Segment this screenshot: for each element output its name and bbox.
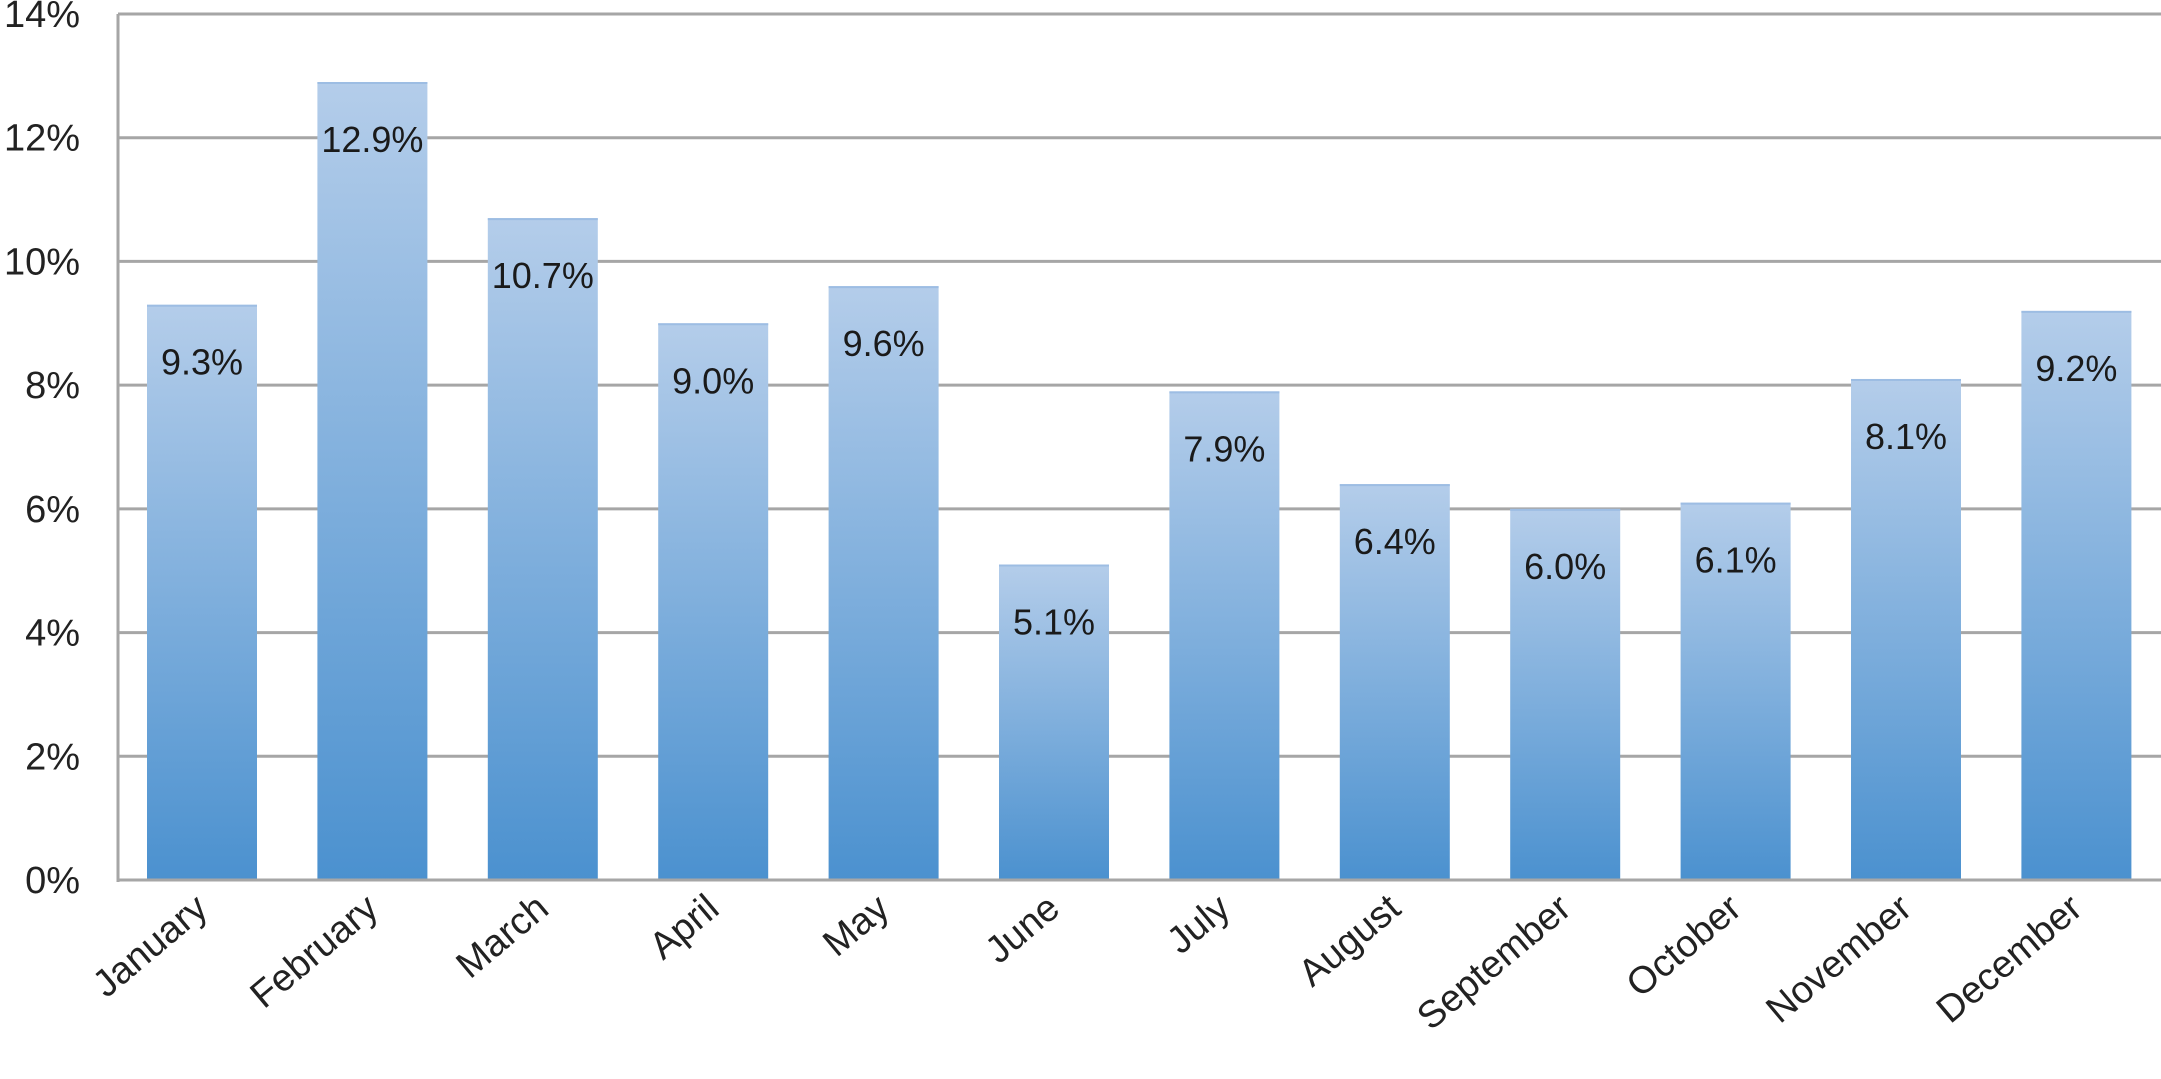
x-axis-categories: January February March April May June July Augu… <box>85 886 2090 1038</box>
bar-january <box>147 304 257 880</box>
gridlines <box>118 12 2161 758</box>
y-tick-label: 6% <box>25 489 80 531</box>
bar-february <box>317 82 428 881</box>
y-tick-label: 4% <box>25 613 80 655</box>
y-tick-label: 12% <box>4 118 80 160</box>
bar-july <box>1169 391 1280 880</box>
data-label: 6.1% <box>1695 540 1777 581</box>
bar-march <box>487 218 598 881</box>
bar-may <box>828 286 939 881</box>
y-tick-label: 2% <box>25 736 80 778</box>
data-label: 12.9% <box>321 119 423 160</box>
data-label: 7.9% <box>1183 428 1265 469</box>
x-tick-label: May <box>815 887 897 965</box>
x-tick-label: July <box>1159 887 1238 963</box>
data-labels: 9.3% 12.9% 10.7% 9.0% 9.6% 5.1% 7.9% 6.4% 6.0% 6.… <box>161 119 2117 642</box>
x-tick-label: September <box>1410 887 1580 1039</box>
x-tick-label: October <box>1619 886 1750 1005</box>
x-tick-label: June <box>978 887 1068 972</box>
data-label: 6.0% <box>1524 546 1606 587</box>
y-tick-label: 10% <box>4 241 80 283</box>
bars <box>147 82 2132 881</box>
y-tick-label: 0% <box>25 860 80 902</box>
x-tick-label: February <box>243 887 386 1017</box>
bar-august <box>1339 484 1450 880</box>
data-label: 8.1% <box>1865 416 1947 457</box>
data-label: 9.0% <box>672 360 754 401</box>
bar-december <box>2021 310 2132 880</box>
x-tick-label: March <box>449 887 557 987</box>
y-tick-label: 8% <box>25 365 80 407</box>
bar-june <box>999 564 1109 880</box>
axes <box>116 14 2161 882</box>
x-tick-label: April <box>642 887 727 968</box>
data-label: 9.6% <box>843 323 925 364</box>
bar-october <box>1680 502 1791 880</box>
bar-november <box>1851 378 1961 880</box>
x-tick-label: August <box>1291 886 1409 995</box>
data-label: 10.7% <box>492 255 594 296</box>
x-tick-label: December <box>1929 887 2091 1032</box>
bar-april <box>658 323 769 880</box>
data-label: 9.2% <box>2035 348 2117 389</box>
y-axis-ticks: 0% 2% 4% 6% 8% 10% 12% 14% <box>4 0 80 902</box>
x-tick-label: January <box>85 887 216 1006</box>
y-tick-label: 14% <box>4 0 80 36</box>
data-label: 9.3% <box>161 342 243 383</box>
x-tick-label: November <box>1759 887 1921 1032</box>
data-label: 6.4% <box>1354 521 1436 562</box>
bar-september <box>1510 508 1621 880</box>
data-label: 5.1% <box>1013 602 1095 643</box>
